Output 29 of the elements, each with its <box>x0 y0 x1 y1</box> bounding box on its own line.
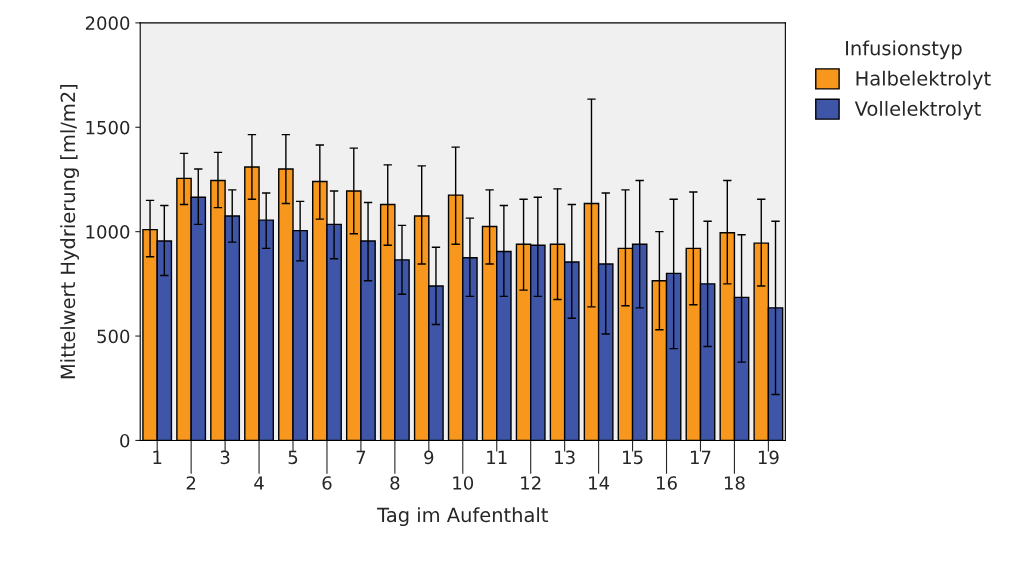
x-tick-label: 11 <box>487 450 507 464</box>
legend-label: Halbelektrolyt <box>856 70 991 90</box>
x-axis-title: Tag im Aufenthalt <box>377 507 548 527</box>
y-tick-label: 1500 <box>86 120 130 135</box>
x-tick-label: 8 <box>390 476 400 490</box>
x-tick-label: 10 <box>453 476 474 490</box>
x-tick-label: 15 <box>623 450 643 465</box>
x-tick-label: 19 <box>758 450 779 465</box>
x-tick-label: 3 <box>220 450 230 465</box>
x-tick-label: 17 <box>690 450 711 464</box>
y-tick-label: 2000 <box>85 16 130 30</box>
x-tick-label: 14 <box>589 476 610 490</box>
x-tick-label: 18 <box>724 476 745 490</box>
y-tick-label: 500 <box>97 329 130 344</box>
legend-title: Infusionstyp <box>846 40 962 60</box>
legend-label: Vollelektrolyt <box>854 100 981 120</box>
y-tick-label: 0 <box>120 433 130 448</box>
x-tick-label: 2 <box>186 476 196 490</box>
x-tick-label: 1 <box>153 450 162 464</box>
x-tick-label: 6 <box>322 476 332 490</box>
x-tick-label: 9 <box>424 450 434 465</box>
x-tick-label: 4 <box>254 476 264 490</box>
x-tick-label: 12 <box>521 476 541 490</box>
x-tick-label: 5 <box>288 450 298 465</box>
y-tick-label: 1000 <box>86 225 130 239</box>
x-tick-label: 16 <box>657 476 677 490</box>
x-tick-label: 7 <box>356 450 366 464</box>
x-tick-label: 13 <box>555 450 575 465</box>
y-axis-title: Mittelwert Hydrierung [ml/m2] <box>60 84 79 379</box>
